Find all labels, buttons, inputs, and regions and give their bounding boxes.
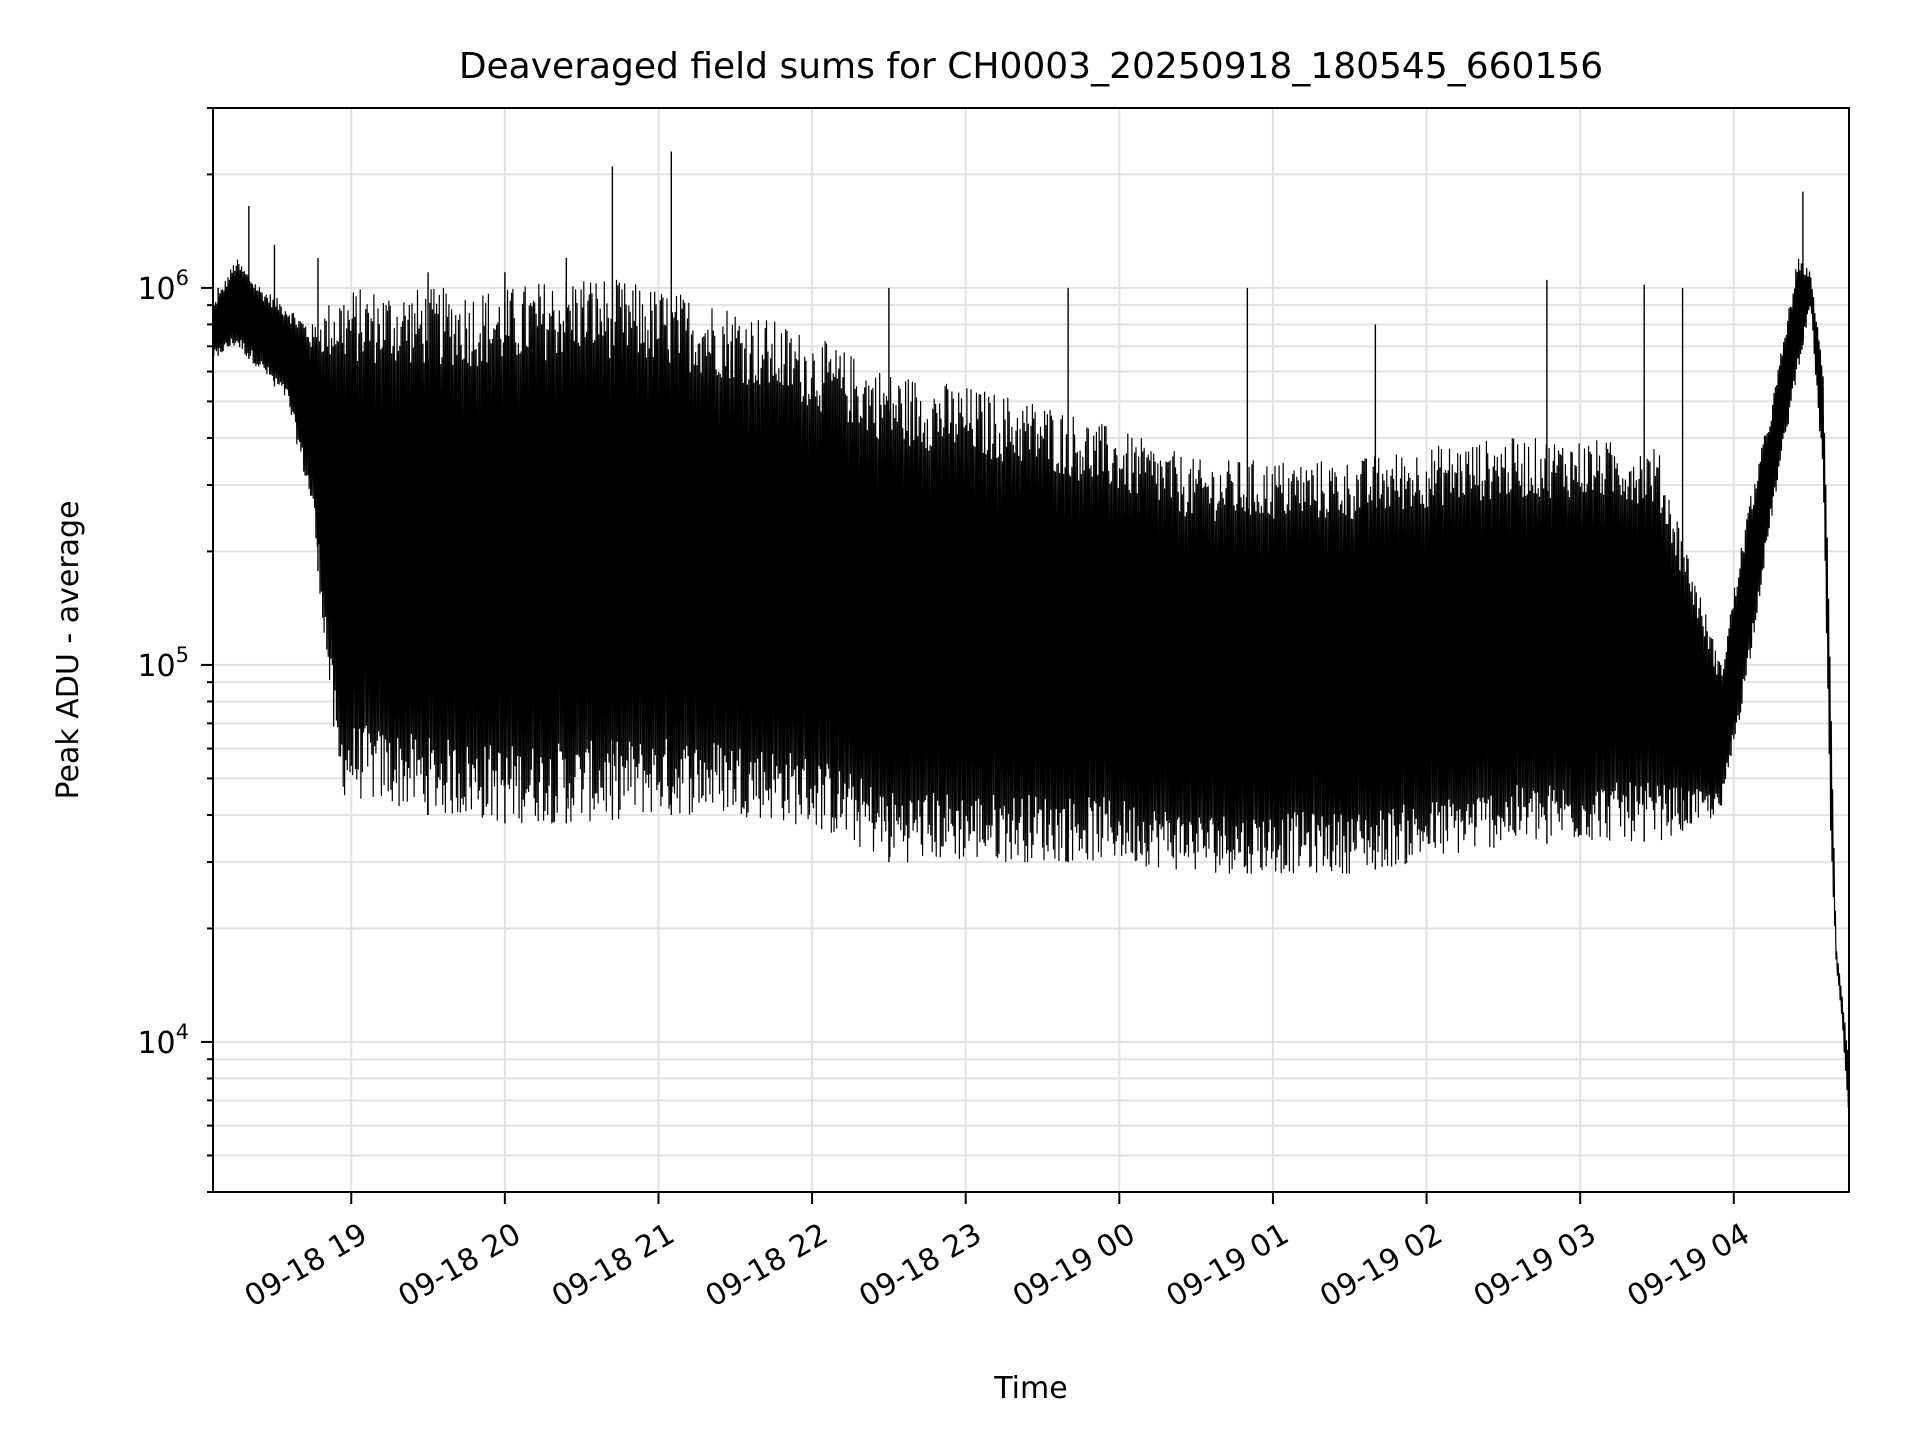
x-axis-label: Time [993,1371,1067,1406]
chart-title: Deaveraged field sums for CH0003_2025091… [459,46,1603,87]
y-tick-label: 106 [137,266,189,307]
series-line [212,258,1850,1108]
data-series [212,151,1850,1108]
y-tick-label: 104 [137,1020,189,1061]
y-tick-label: 105 [137,643,189,684]
y-axis-label: Peak ADU - average [51,500,86,799]
plot-frame [212,107,1850,1193]
